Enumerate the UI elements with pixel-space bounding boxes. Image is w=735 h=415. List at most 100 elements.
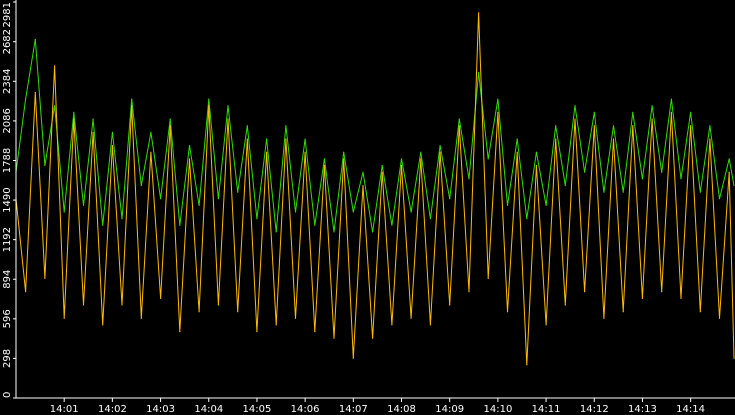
x-tick-label: 14:11 xyxy=(532,404,561,415)
y-tick-label: 894 xyxy=(2,270,13,289)
data-point xyxy=(333,337,335,339)
data-point xyxy=(449,198,451,200)
data-point xyxy=(188,145,191,147)
data-point xyxy=(140,184,142,187)
data-point xyxy=(256,218,258,220)
data-point xyxy=(709,138,711,140)
data-point xyxy=(294,317,297,319)
data-point xyxy=(439,145,441,147)
data-point xyxy=(208,98,210,100)
data-point xyxy=(352,357,354,359)
data-point xyxy=(121,218,123,220)
data-point xyxy=(420,151,422,153)
data-point xyxy=(410,317,412,319)
data-point xyxy=(160,198,162,200)
y-tick-label: 1788 xyxy=(2,148,13,173)
data-point xyxy=(169,118,171,120)
data-point xyxy=(82,204,85,206)
data-point xyxy=(63,317,65,319)
data-point xyxy=(391,224,393,226)
data-point xyxy=(651,118,653,120)
data-point xyxy=(468,178,470,180)
y-tick-label: 2086 xyxy=(2,108,13,133)
data-point xyxy=(555,138,557,140)
data-point xyxy=(564,304,566,306)
x-tick-label: 14:09 xyxy=(435,404,464,415)
y-tick-label: 2981 xyxy=(2,2,13,27)
data-point xyxy=(670,111,673,113)
data-point xyxy=(227,118,229,120)
data-point xyxy=(699,191,701,193)
data-point xyxy=(131,98,133,100)
data-point xyxy=(497,98,499,100)
data-point xyxy=(574,105,576,107)
data-point xyxy=(25,291,27,293)
data-point xyxy=(343,158,345,160)
data-point xyxy=(632,125,634,127)
data-point xyxy=(63,211,65,213)
y-tick-label: 2682 xyxy=(2,29,13,54)
data-point xyxy=(44,277,46,279)
data-point xyxy=(150,151,152,153)
data-point xyxy=(545,204,547,206)
data-point xyxy=(535,151,538,153)
data-point xyxy=(584,291,586,293)
data-point xyxy=(102,224,104,226)
data-point xyxy=(372,337,374,339)
data-point xyxy=(391,324,393,326)
data-point xyxy=(728,158,730,160)
data-point xyxy=(333,231,335,233)
data-point xyxy=(468,291,470,293)
data-point xyxy=(651,105,653,107)
data-point xyxy=(179,331,181,333)
data-point xyxy=(150,131,152,133)
x-tick-label: 14:03 xyxy=(146,404,175,415)
data-point xyxy=(487,158,489,160)
data-point xyxy=(372,231,374,233)
data-point xyxy=(593,111,595,113)
data-point xyxy=(169,125,171,127)
data-point xyxy=(661,171,663,173)
data-point xyxy=(92,131,94,133)
x-tick-label: 14:06 xyxy=(291,404,320,415)
data-point xyxy=(73,111,75,113)
data-point xyxy=(478,12,480,14)
x-tick-label: 14:05 xyxy=(242,404,271,415)
data-point xyxy=(632,111,634,113)
data-point xyxy=(54,65,56,67)
data-point xyxy=(198,311,200,313)
data-point xyxy=(323,164,325,167)
data-point xyxy=(584,171,586,173)
x-tick-label: 14:12 xyxy=(580,404,609,415)
data-point xyxy=(217,198,219,200)
x-tick-label: 14:02 xyxy=(98,404,127,415)
x-tick-label: 14:01 xyxy=(50,404,79,415)
data-point xyxy=(593,125,595,127)
data-point xyxy=(439,151,441,153)
data-point xyxy=(275,324,277,326)
data-point xyxy=(34,38,36,40)
data-point xyxy=(718,198,721,200)
data-point xyxy=(603,317,605,319)
data-point xyxy=(92,118,94,120)
data-point xyxy=(478,71,480,74)
data-point xyxy=(506,204,509,206)
data-point xyxy=(362,184,364,187)
data-point xyxy=(131,105,133,107)
data-point xyxy=(275,231,277,233)
data-point xyxy=(400,164,403,167)
data-point xyxy=(111,145,113,147)
data-point xyxy=(227,105,229,107)
data-point xyxy=(121,304,123,306)
data-point xyxy=(237,191,239,193)
x-tick-label: 14:13 xyxy=(628,404,657,415)
data-point xyxy=(285,125,287,127)
data-point xyxy=(545,324,547,326)
data-point xyxy=(188,158,191,160)
data-point xyxy=(420,158,422,160)
y-tick-label: 1490 xyxy=(2,187,13,212)
data-point xyxy=(680,178,682,180)
data-point xyxy=(179,224,181,226)
data-point xyxy=(304,138,306,140)
data-point xyxy=(314,224,316,226)
